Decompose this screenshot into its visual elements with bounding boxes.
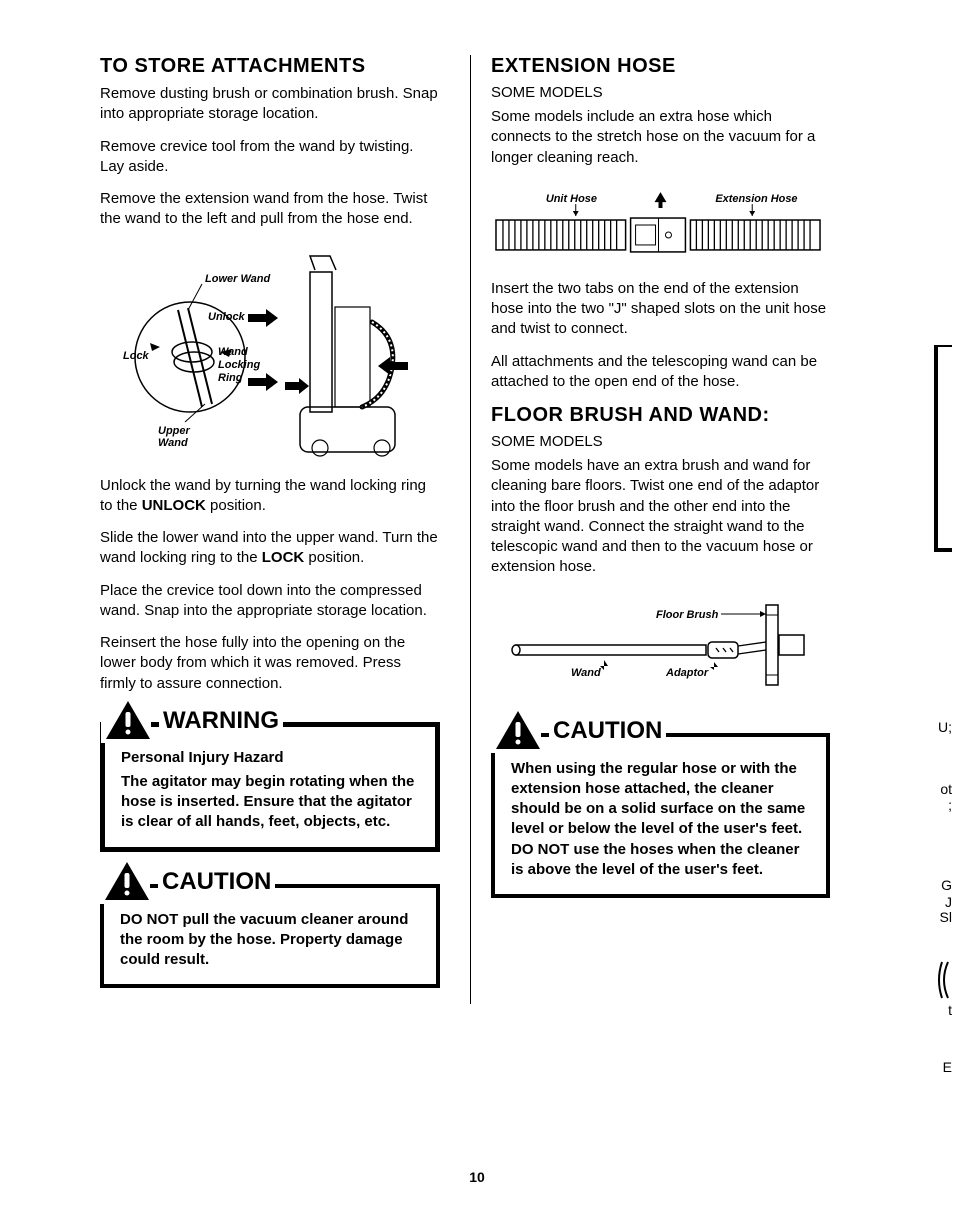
label-adaptor: Adaptor <box>665 667 709 679</box>
label-unlock: Unlock <box>208 311 246 323</box>
label-locking: Locking <box>218 359 260 371</box>
heading-store-attachments: TO STORE ATTACHMENTS <box>100 55 440 78</box>
caution-box-left: CAUTION DO NOT pull the vacuum cleaner a… <box>100 884 440 989</box>
para-reinsert-hose: Reinsert the hose fully into the opening… <box>100 633 440 694</box>
cutoff-7: t <box>948 1003 952 1018</box>
heading-floor-brush: FLOOR BRUSH AND WAND: <box>491 404 830 427</box>
edge-bracket-icon <box>934 345 954 555</box>
para-place-crevice: Place the crevice tool down into the com… <box>100 581 440 622</box>
caution-icon-right <box>491 709 541 753</box>
label-wand-2: Wand <box>571 667 601 679</box>
warning-title: WARNING <box>159 707 283 735</box>
label-wand: Wand <box>218 346 248 358</box>
hose-diagram-svg: Unit Hose Extension Hose <box>491 190 830 265</box>
caution-title-right: CAUTION <box>549 717 666 745</box>
floor-brush-diagram: Floor Brush Wand Adapt <box>491 600 830 695</box>
label-lower-wand: Lower Wand <box>205 273 270 285</box>
label-extension-hose: Extension Hose <box>715 193 797 205</box>
hose-diagram: Unit Hose Extension Hose <box>491 190 830 265</box>
caution-header-right: CAUTION <box>491 709 812 753</box>
warning-subtitle: Personal Injury Hazard <box>121 749 421 766</box>
caution-header-left: CAUTION <box>100 860 422 904</box>
cutoff-8: E <box>943 1060 952 1075</box>
label-ring: Ring <box>218 372 243 384</box>
caution-body-right: When using the regular hose or with the … <box>511 759 812 881</box>
para-extra-hose: Some models include an extra hose which … <box>491 107 830 168</box>
wand-diagram-svg: Lower Wand Unlock Lock Wand Locking Ring… <box>120 252 420 462</box>
subheading-some-models-2: SOME MODELS <box>491 433 830 450</box>
label-upper-wand: UpperWand <box>158 425 191 449</box>
caution-title-left: CAUTION <box>158 868 275 896</box>
para-unlock-wand: Unlock the wand by turning the wand lock… <box>100 476 440 517</box>
para-slide-wand: Slide the lower wand into the upper wand… <box>100 528 440 569</box>
cutoff-6: Sl <box>940 910 952 925</box>
left-column: TO STORE ATTACHMENTS Remove dusting brus… <box>100 55 440 1004</box>
vacuum-illustration <box>285 256 408 456</box>
right-column: EXTENSION HOSE SOME MODELS Some models i… <box>470 55 830 1004</box>
warning-header: WARNING <box>101 699 421 743</box>
caution-body-left: DO NOT pull the vacuum cleaner around th… <box>120 910 422 971</box>
page-container: TO STORE ATTACHMENTS Remove dusting brus… <box>0 0 954 1044</box>
caution-icon-left <box>100 860 150 904</box>
label-floor-brush: Floor Brush <box>656 609 719 621</box>
cutoff-1: U; <box>938 720 952 735</box>
para-extra-brush: Some models have an extra brush and wand… <box>491 456 830 578</box>
floor-brush-diagram-svg: Floor Brush Wand Adapt <box>501 600 821 695</box>
heading-extension-hose: EXTENSION HOSE <box>491 55 830 78</box>
label-unit-hose: Unit Hose <box>546 193 597 205</box>
caution-box-right: CAUTION When using the regular hose or w… <box>491 733 830 899</box>
warning-body: The agitator may begin rotating when the… <box>121 772 421 833</box>
para-all-attachments: All attachments and the telescoping wand… <box>491 352 830 393</box>
cutoff-4: G <box>941 878 952 893</box>
para-remove-extension: Remove the extension wand from the hose.… <box>100 189 440 230</box>
label-lock: Lock <box>123 350 150 362</box>
edge-paren-icon <box>938 960 952 1000</box>
para-insert-tabs: Insert the two tabs on the end of the ex… <box>491 279 830 340</box>
para-remove-brush: Remove dusting brush or combination brus… <box>100 84 440 125</box>
para-remove-crevice: Remove crevice tool from the wand by twi… <box>100 137 440 178</box>
subheading-some-models-1: SOME MODELS <box>491 84 830 101</box>
page-number: 10 <box>469 1169 485 1185</box>
warning-box: WARNING Personal Injury Hazard The agita… <box>100 722 440 852</box>
warning-icon <box>101 699 151 743</box>
cutoff-2: ot <box>940 782 952 797</box>
cutoff-3: ; <box>948 798 952 813</box>
wand-diagram: Lower Wand Unlock Lock Wand Locking Ring… <box>100 252 440 462</box>
